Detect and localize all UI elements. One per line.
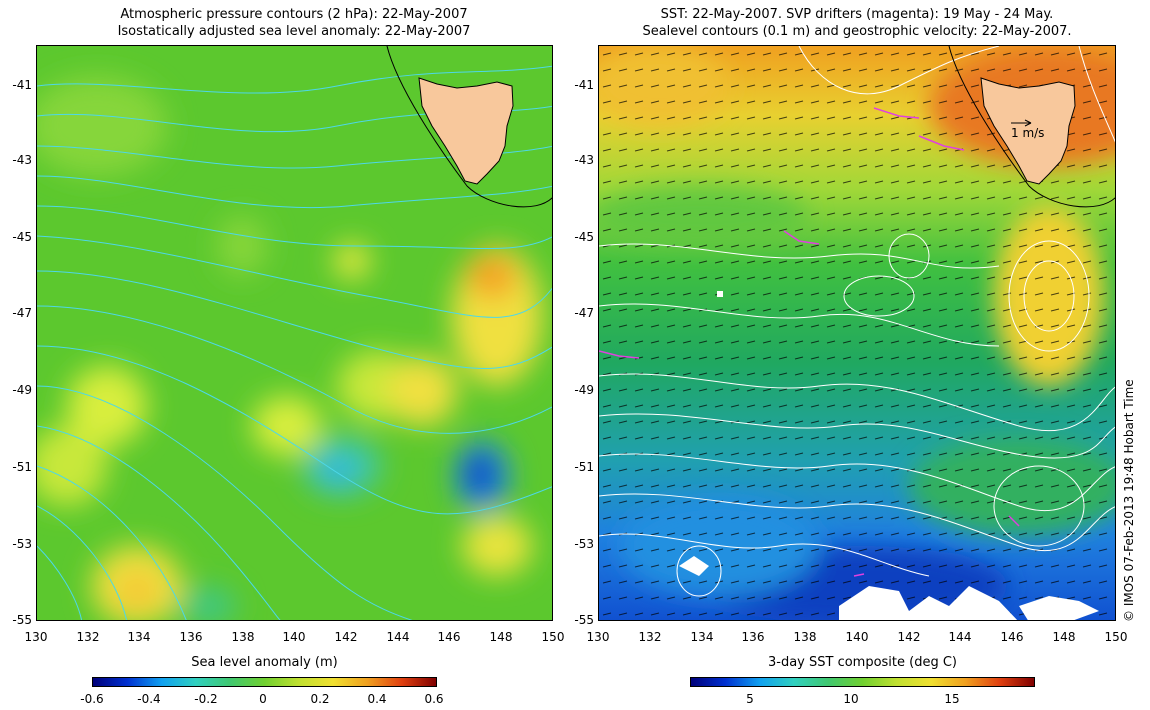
left-x-tick-label: 142 — [334, 630, 358, 644]
velocity-key-label: 1 m/s — [1011, 126, 1045, 140]
right-x-tick-label: 150 — [1104, 630, 1128, 644]
left-y-tick-label: -49 — [12, 383, 32, 397]
left-x-tick-label: 136 — [179, 630, 203, 644]
sealevel-contours — [599, 46, 1115, 597]
right-x-tick-label: 134 — [690, 630, 714, 644]
right-x-tick-label: 144 — [948, 630, 972, 644]
right-colorbar-tick-label: 15 — [944, 692, 960, 706]
left-x-tick-label: 130 — [24, 630, 48, 644]
velocity-key-arrow — [1011, 119, 1032, 127]
right-y-tick-label: -55 — [574, 613, 594, 627]
left-x-tick-label: 148 — [489, 630, 513, 644]
right-y-tick-label: -43 — [574, 153, 594, 167]
left-y-tick-label: -53 — [12, 537, 32, 551]
sst-colorbar — [690, 677, 1035, 687]
left-y-tick-label: -47 — [12, 306, 32, 320]
left-x-tick-label: 138 — [231, 630, 255, 644]
left-y-tick-label: -55 — [12, 613, 32, 627]
left-y-tick-label: -51 — [12, 460, 32, 474]
sea-level-anomaly-map — [36, 45, 553, 621]
right-title-line2: Sealevel contours (0.1 m) and geostrophi… — [642, 24, 1072, 39]
left-y-tick-label: -45 — [12, 230, 32, 244]
left-colorbar-tick-label: 0.6 — [424, 692, 444, 706]
left-colorbar-tick-label: -0.2 — [194, 692, 218, 706]
pressure-contours — [37, 65, 552, 620]
missing-data-patches — [679, 291, 1099, 620]
left-x-tick-label: 140 — [282, 630, 306, 644]
left-x-tick-label: 146 — [437, 630, 461, 644]
left-x-tick-label: 144 — [386, 630, 410, 644]
right-x-tick-label: 148 — [1052, 630, 1076, 644]
right-y-tick-label: -45 — [574, 230, 594, 244]
left-colorbar-tick-label: -0.4 — [137, 692, 161, 706]
left-title-line2: Isostatically adjusted sea level anomaly… — [117, 24, 471, 39]
right-y-tick-label: -51 — [574, 460, 594, 474]
left-x-tick-label: 132 — [76, 630, 100, 644]
right-y-tick-label: -53 — [574, 537, 594, 551]
right-colorbar-title: 3-day SST composite (deg C) — [767, 655, 958, 670]
left-y-tick-label: -41 — [12, 78, 32, 92]
right-x-tick-label: 138 — [793, 630, 817, 644]
right-colorbar-tick-label: 5 — [746, 692, 754, 706]
left-x-tick-label: 134 — [127, 630, 151, 644]
right-x-tick-label: 130 — [586, 630, 610, 644]
right-x-tick-label: 140 — [845, 630, 869, 644]
right-x-tick-label: 142 — [897, 630, 921, 644]
left-colorbar-tick-label: 0.4 — [367, 692, 387, 706]
sea-level-colorbar — [92, 677, 437, 687]
right-x-tick-label: 136 — [741, 630, 765, 644]
right-colorbar-tick-label: 10 — [843, 692, 859, 706]
sst-field — [599, 46, 1115, 620]
right-y-tick-label: -49 — [574, 383, 594, 397]
left-colorbar-tick-label: 0.2 — [310, 692, 330, 706]
left-title-line1: Atmospheric pressure contours (2 hPa): 2… — [120, 7, 468, 22]
sea-level-anomaly-field — [37, 46, 552, 620]
right-y-tick-label: -47 — [574, 306, 594, 320]
left-colorbar-tick-label: 0 — [259, 692, 267, 706]
left-colorbar-tick-label: -0.6 — [80, 692, 104, 706]
right-title-line1: SST: 22-May-2007. SVP drifters (magenta)… — [660, 7, 1054, 22]
sst-map: 1 m/s — [598, 45, 1116, 621]
credit-label: © IMOS 07-Feb-2013 19:48 Hobart Time — [1122, 379, 1136, 622]
right-x-tick-label: 132 — [638, 630, 662, 644]
left-x-tick-label: 150 — [541, 630, 565, 644]
left-colorbar-title: Sea level anomaly (m) — [191, 655, 338, 670]
tasmania-land — [418, 77, 514, 185]
right-y-tick-label: -41 — [574, 78, 594, 92]
right-x-tick-label: 146 — [1000, 630, 1024, 644]
drifter-tracks — [599, 107, 1020, 577]
left-y-tick-label: -43 — [12, 153, 32, 167]
tasmania-land-sst — [980, 77, 1076, 185]
